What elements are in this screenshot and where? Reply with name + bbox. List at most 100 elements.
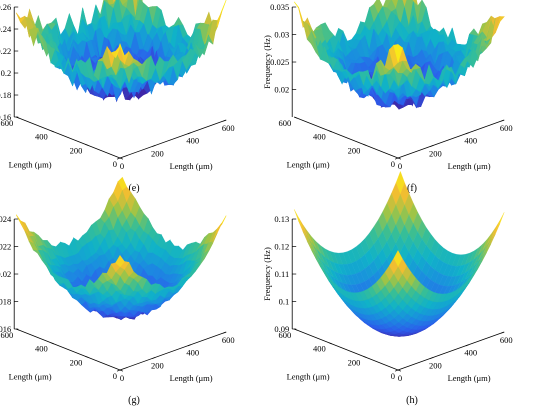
z-tick-label: 0.025 xyxy=(270,57,289,67)
axes: 0.02 0.025 0.03 0.035 Frequency (Hz) 0 200 400 6… xyxy=(262,2,512,171)
x-tick-label: 200 xyxy=(429,360,442,370)
y-axis-line xyxy=(16,116,121,159)
z-tick-label: 0.12 xyxy=(274,242,289,252)
y-tick-label: 600 xyxy=(0,118,13,128)
z-tick-label: 0.24 xyxy=(0,24,12,34)
panel-label: (g) xyxy=(128,395,140,406)
z-tick-label: 0.26 xyxy=(0,2,11,12)
x-axis-label: Length (μm) xyxy=(170,161,213,171)
x-tick xyxy=(501,331,505,334)
z-axis-label: Frequency (Hz) xyxy=(262,35,272,89)
z-axis-label: Frequency (Hz) xyxy=(262,247,272,301)
surface-cell xyxy=(115,255,125,268)
z-tick-label: 0.22 xyxy=(0,46,11,56)
y-tick-label: 600 xyxy=(278,330,291,340)
axes: 0.09 0.1 0.11 0.12 0.13 Frequency (Hz) 0 200 400… xyxy=(262,214,512,383)
surface-cell xyxy=(298,217,308,237)
z-tick-label: 0.02 xyxy=(0,269,11,279)
x-axis-label: Length (μm) xyxy=(170,373,213,383)
x-tick-label: 0 xyxy=(398,161,402,171)
x-tick-label: 600 xyxy=(222,123,235,133)
y-tick xyxy=(50,130,54,133)
surface-cell xyxy=(393,44,403,64)
x-tick xyxy=(394,369,399,372)
panel-label: (f) xyxy=(407,183,417,194)
z-tick-label: 0.018 xyxy=(0,297,11,307)
x-tick-label: 200 xyxy=(151,148,164,158)
y-axis-line xyxy=(294,328,399,371)
surface-cell xyxy=(490,220,501,240)
z-tick-label: 0.13 xyxy=(274,214,289,224)
z-tick-label: 0.1 xyxy=(279,297,290,307)
surface xyxy=(294,170,505,337)
y-tick-label: 600 xyxy=(278,118,291,128)
x-tick-label: 0 xyxy=(120,373,124,383)
y-tick-label: 0 xyxy=(113,371,117,381)
x-tick-label: 600 xyxy=(222,335,235,345)
y-tick xyxy=(328,130,332,133)
y-tick-label: 200 xyxy=(348,145,361,155)
x-tick xyxy=(116,157,121,160)
y-tick-label: 200 xyxy=(70,357,83,367)
y-axis-line xyxy=(294,116,399,159)
surface-cell xyxy=(115,42,125,58)
z-tick-label: 0.2 xyxy=(1,68,12,78)
z-tick-label: 0.11 xyxy=(275,269,290,279)
x-axis-line xyxy=(119,119,227,159)
z-tick-label: 0.02 xyxy=(274,85,289,95)
z-tick-label: 0.16 xyxy=(0,112,11,122)
x-tick xyxy=(152,145,156,147)
y-tick-label: 200 xyxy=(348,357,361,367)
y-tick-label: 0 xyxy=(391,371,395,381)
panel-f: 0.02 0.025 0.03 0.035 Frequency (Hz) 0 200 400 6… xyxy=(262,0,513,194)
x-tick xyxy=(465,344,469,347)
surface-cell xyxy=(132,0,138,18)
y-axis-label: Length (μm) xyxy=(9,160,52,170)
y-tick xyxy=(16,328,20,331)
surface-cell xyxy=(401,0,408,9)
x-axis-label: Length (μm) xyxy=(448,161,491,171)
surface xyxy=(15,176,227,321)
y-tick xyxy=(294,116,298,119)
x-tick-label: 200 xyxy=(151,360,164,370)
y-tick xyxy=(294,328,298,331)
panel-h: 0.09 0.1 0.11 0.12 0.13 Frequency (Hz) 0 200 400… xyxy=(262,170,513,406)
y-axis-label: Length (μm) xyxy=(287,372,330,382)
y-axis-line xyxy=(16,328,121,371)
surface-cell xyxy=(495,212,505,232)
panel-e: 0.160.180.20.220.240.26Frequency (Hz)020… xyxy=(0,0,235,194)
x-tick xyxy=(465,132,469,135)
surface-cell xyxy=(393,250,403,267)
y-tick xyxy=(328,342,332,345)
x-tick xyxy=(501,119,505,122)
z-tick-label: 0.035 xyxy=(270,2,289,12)
y-tick xyxy=(16,116,20,119)
panel-label: (h) xyxy=(406,395,418,406)
x-tick-label: 600 xyxy=(500,335,513,345)
y-tick-label: 400 xyxy=(35,132,48,142)
x-tick-label: 400 xyxy=(186,136,199,146)
x-tick-label: 600 xyxy=(500,123,513,133)
y-axis-label: Length (μm) xyxy=(287,160,330,170)
x-axis-line xyxy=(119,331,227,371)
z-tick-label: 0.016 xyxy=(0,324,11,334)
x-axis-line xyxy=(397,119,505,159)
panel-label: (e) xyxy=(128,183,139,194)
y-tick xyxy=(50,342,54,345)
y-tick xyxy=(85,144,89,146)
z-tick-label: 0.09 xyxy=(274,324,289,334)
x-tick xyxy=(223,331,227,334)
axes: 0.160.180.20.220.240.26Frequency (Hz)020… xyxy=(0,2,235,171)
surface xyxy=(15,0,227,103)
x-tick xyxy=(430,357,434,359)
z-tick-label: 0.18 xyxy=(0,90,11,100)
y-tick xyxy=(363,356,367,358)
z-tick-label: 0.024 xyxy=(0,214,12,224)
y-tick-label: 400 xyxy=(313,344,326,354)
y-tick xyxy=(363,144,367,146)
x-tick xyxy=(430,145,434,147)
y-tick-label: 0 xyxy=(113,159,117,169)
x-tick xyxy=(116,369,121,372)
